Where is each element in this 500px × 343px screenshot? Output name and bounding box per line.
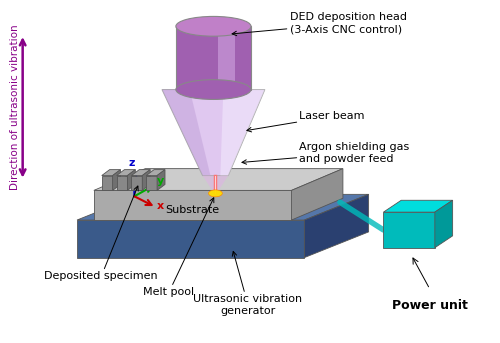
Polygon shape <box>112 170 120 190</box>
Text: Direction of ultrasonic vibration: Direction of ultrasonic vibration <box>10 25 20 190</box>
Polygon shape <box>142 170 150 190</box>
Text: Laser beam: Laser beam <box>247 111 365 132</box>
Polygon shape <box>176 26 251 90</box>
Polygon shape <box>202 176 228 194</box>
Polygon shape <box>146 170 165 176</box>
Polygon shape <box>94 190 292 220</box>
Polygon shape <box>218 26 235 90</box>
Polygon shape <box>77 220 304 258</box>
Ellipse shape <box>176 16 251 36</box>
Ellipse shape <box>176 80 251 99</box>
Text: Power unit: Power unit <box>392 299 468 312</box>
Polygon shape <box>77 194 368 220</box>
Polygon shape <box>102 170 120 176</box>
Polygon shape <box>435 200 452 248</box>
Polygon shape <box>162 90 265 176</box>
Text: Substrate: Substrate <box>166 205 220 215</box>
Polygon shape <box>384 212 435 248</box>
Polygon shape <box>132 170 150 176</box>
Text: x: x <box>156 201 164 211</box>
Polygon shape <box>157 170 165 190</box>
Polygon shape <box>132 176 142 190</box>
Polygon shape <box>116 170 136 176</box>
Polygon shape <box>102 176 112 190</box>
Polygon shape <box>162 90 210 176</box>
Text: Melt pool: Melt pool <box>144 198 214 297</box>
Polygon shape <box>146 176 157 190</box>
Text: Deposited specimen: Deposited specimen <box>44 186 158 282</box>
Text: Ultrasonic vibration
generator: Ultrasonic vibration generator <box>194 251 302 316</box>
Polygon shape <box>384 200 452 212</box>
Text: z: z <box>128 158 135 168</box>
Polygon shape <box>220 90 265 176</box>
Polygon shape <box>128 170 136 190</box>
Text: DED deposition head
(3-Axis CNC control): DED deposition head (3-Axis CNC control) <box>232 12 406 36</box>
Polygon shape <box>292 169 343 220</box>
Polygon shape <box>94 169 343 190</box>
Text: y: y <box>156 176 164 186</box>
Polygon shape <box>304 194 368 258</box>
Polygon shape <box>116 176 128 190</box>
Text: Argon shielding gas
and powder feed: Argon shielding gas and powder feed <box>242 142 410 164</box>
Ellipse shape <box>208 190 222 197</box>
